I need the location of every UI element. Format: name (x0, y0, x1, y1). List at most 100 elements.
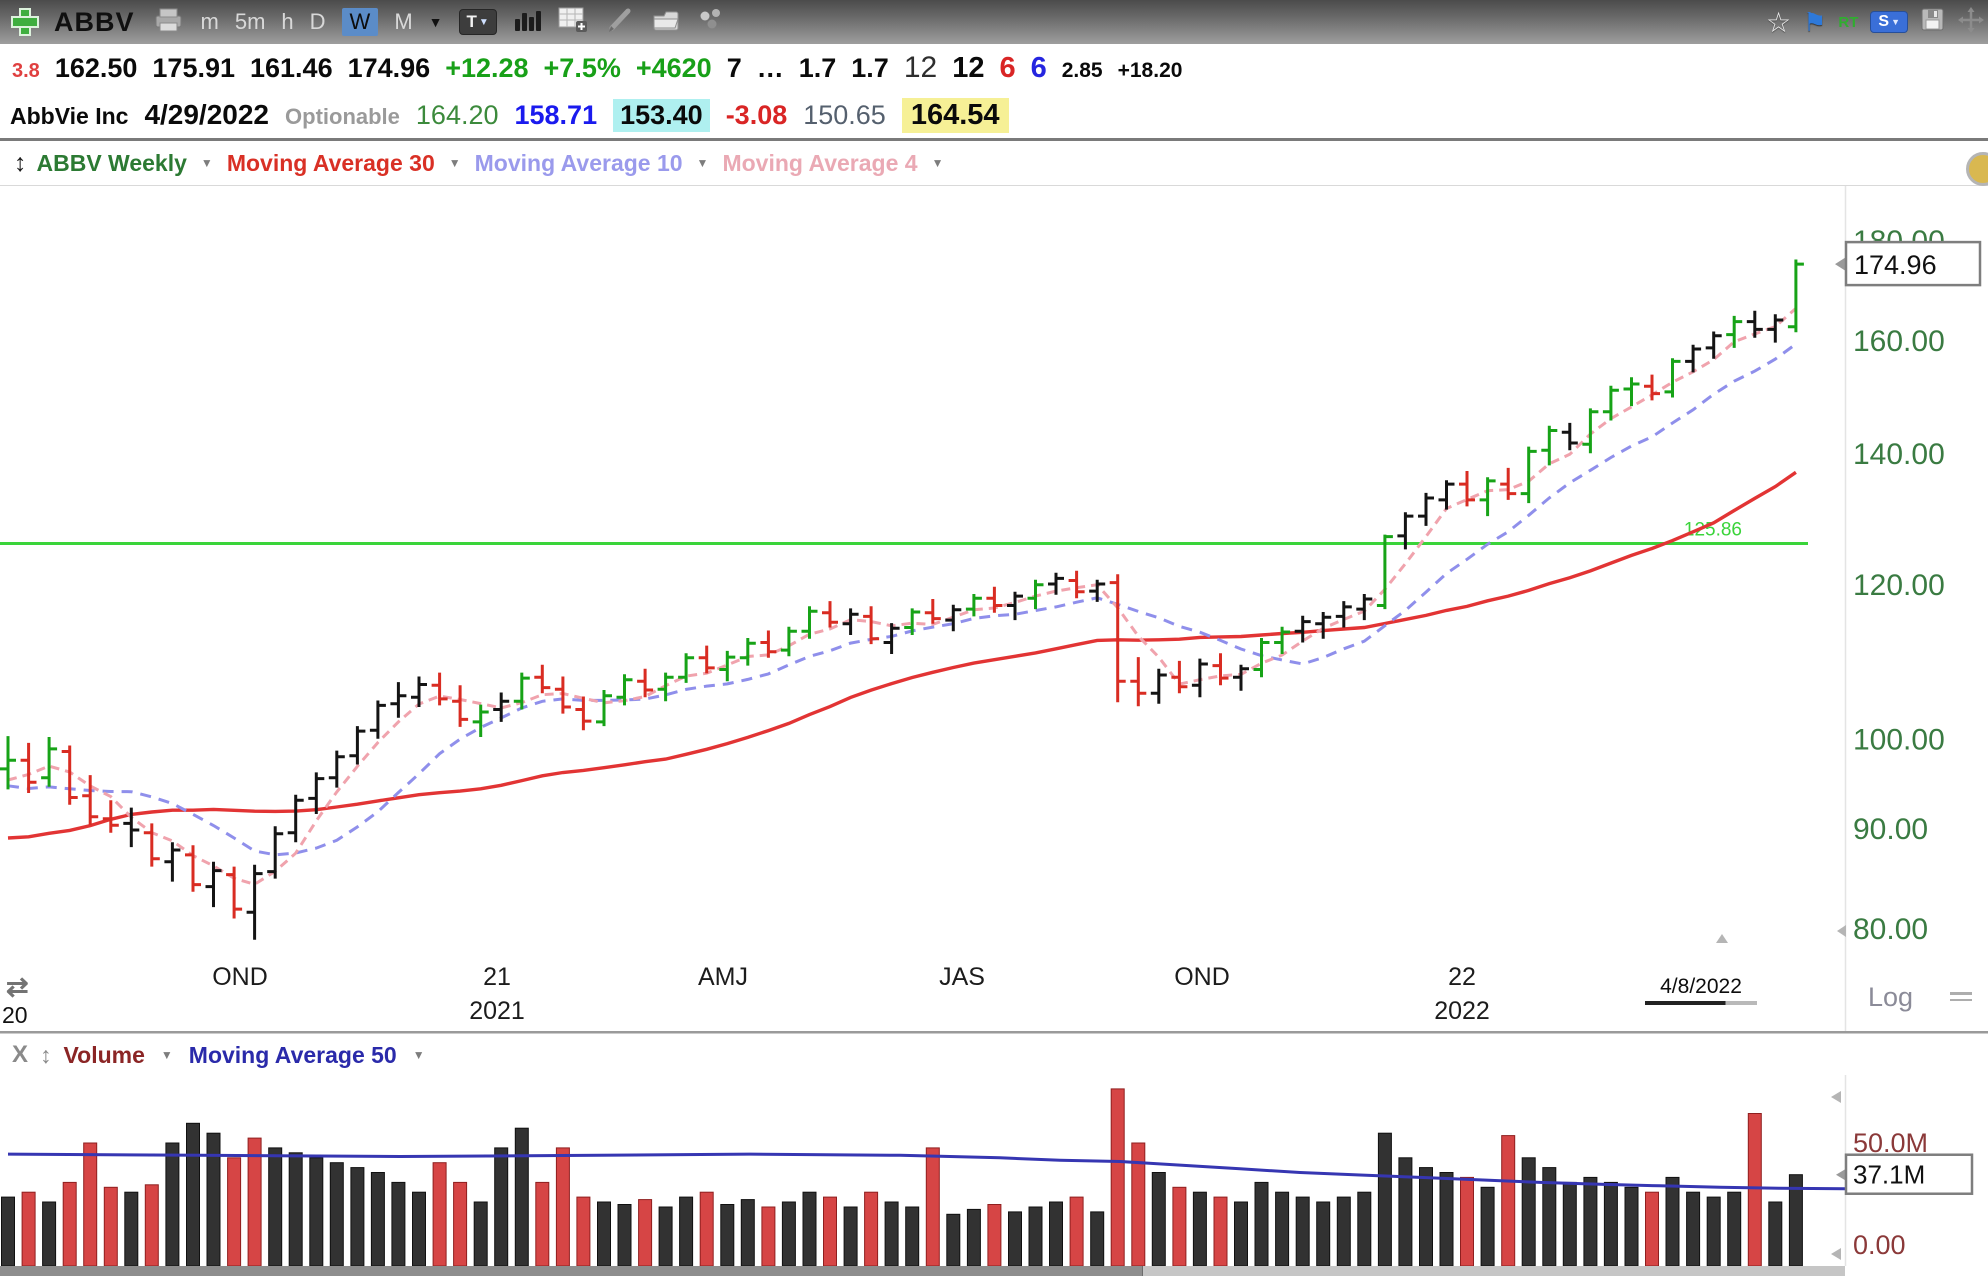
svg-text:140.00: 140.00 (1853, 438, 1945, 471)
strategy-button[interactable]: S ▼ (1870, 11, 1908, 33)
quote-n4: 12 (903, 51, 938, 84)
toolbar: ABBV m 5m h D W M ▼ T ▼ (0, 0, 1988, 45)
date-marker[interactable]: 4/8/2022 (1645, 975, 1757, 1005)
volume-chart[interactable]: 50.0M 0.00 37.1M (0, 1075, 1988, 1266)
folder-icon[interactable] (651, 7, 683, 38)
draw-pencil-icon[interactable] (605, 6, 635, 38)
timeframe-day[interactable]: D (309, 9, 326, 34)
series-label[interactable]: ABBV Weekly (36, 149, 187, 176)
volume-scale-drag-icon[interactable]: ↕ (40, 1041, 52, 1068)
quote-n8: 2.85 (1061, 59, 1103, 82)
flag-icon[interactable]: ⚑ (1803, 6, 1827, 37)
ma30-label[interactable]: Moving Average 30 (226, 149, 435, 176)
quote-n3: 1.7 (851, 53, 889, 83)
ma4-label[interactable]: Moving Average 4 (722, 149, 918, 176)
add-symbol-icon[interactable] (12, 9, 38, 35)
quote-last: 174.96 (347, 53, 431, 83)
text-tool-button[interactable]: T ▼ (458, 9, 497, 35)
svg-text:22: 22 (1448, 963, 1476, 991)
volume-pane-header: X ↕ Volume ▼ Moving Average 50 ▼ (0, 1035, 1988, 1075)
price-pane-header: ↕ ABBV Weekly ▼ Moving Average 30 ▼ Movi… (0, 141, 1988, 186)
quote-prefix: 3.8 (12, 60, 40, 82)
quote-change: +12.28 (445, 53, 529, 83)
svg-text:90.00: 90.00 (1853, 813, 1928, 846)
axis-resize-handle[interactable] (1950, 992, 1972, 1005)
close-pane-button[interactable]: X (12, 1041, 29, 1068)
ma10-label[interactable]: Moving Average 10 (474, 149, 683, 176)
info-value-highlight-cyan: 153.40 (613, 99, 710, 132)
quote-volume-change: +4620 (635, 53, 712, 83)
chart-type-icon[interactable] (513, 7, 541, 38)
date-marker-underline (1645, 1001, 1757, 1005)
add-study-grid-icon[interactable] (557, 6, 589, 39)
volume-ma-label[interactable]: Moving Average 50 (188, 1041, 397, 1068)
quote-n2: 1.7 (798, 53, 837, 83)
svg-text:21: 21 (483, 963, 511, 991)
svg-text:100.00: 100.00 (1853, 724, 1945, 757)
quote-low: 161.46 (250, 53, 333, 83)
quote-strip: 3.8 162.50 175.91 161.46 174.96 +12.28 +… (0, 44, 1988, 90)
move-pane-icon[interactable] (1958, 6, 1984, 38)
realtime-badge: RT (1838, 13, 1859, 31)
quote-high: 175.91 (152, 53, 235, 83)
info-value-green: 164.20 (415, 100, 499, 130)
svg-text:2022: 2022 (1434, 997, 1490, 1025)
volume-ma-dropdown-icon[interactable]: ▼ (412, 1048, 425, 1062)
save-icon[interactable] (1920, 7, 1946, 38)
timeframe-week-active[interactable]: W (341, 8, 379, 36)
svg-text:OND: OND (212, 963, 268, 991)
time-scrollbar[interactable] (0, 1266, 1845, 1276)
volume-label[interactable]: Volume (63, 1041, 145, 1068)
favorite-star-icon[interactable]: ☆ (1765, 6, 1792, 38)
info-strip: AbbVie Inc 4/29/2022 Optionable 164.20 1… (0, 90, 1988, 138)
timeframe-month[interactable]: M (394, 9, 413, 34)
svg-text:JAS: JAS (939, 963, 985, 991)
info-value-slate: 150.65 (803, 100, 886, 130)
svg-text:174.96: 174.96 (1854, 250, 1937, 280)
volume-dropdown-icon[interactable]: ▼ (160, 1048, 173, 1062)
timeframe-dropdown-icon[interactable]: ▼ (428, 14, 443, 30)
quote-n1: 7 (726, 53, 742, 83)
corner-badge-icon (1966, 152, 1988, 186)
timeframe-5minute[interactable]: 5m (234, 9, 266, 34)
optionable-badge: Optionable (285, 104, 400, 129)
symbol-label[interactable]: ABBV (54, 6, 135, 37)
svg-text:37.1M: 37.1M (1853, 1160, 1925, 1190)
svg-text:0.00: 0.00 (1853, 1230, 1906, 1260)
svg-text:125.86: 125.86 (1684, 520, 1742, 541)
ma10-dropdown-icon[interactable]: ▼ (696, 156, 709, 170)
scale-drag-icon[interactable]: ↕ (14, 148, 27, 177)
timeframe-hour[interactable]: h (281, 9, 294, 34)
ma30-dropdown-icon[interactable]: ▼ (448, 156, 461, 170)
timeframe-minute[interactable]: m (200, 9, 219, 34)
swap-scale-icon[interactable]: ⇄ (6, 972, 29, 1002)
series-dropdown-icon[interactable]: ▼ (200, 156, 213, 170)
printer-icon[interactable] (151, 6, 185, 38)
quote-date: 4/29/2022 (144, 99, 270, 130)
info-value-red: -3.08 (725, 100, 788, 130)
quote-change-pct: +7.5% (543, 53, 621, 83)
ma4-dropdown-icon[interactable]: ▼ (931, 156, 944, 170)
svg-text:120.00: 120.00 (1853, 569, 1945, 602)
svg-text:50.0M: 50.0M (1853, 1128, 1928, 1158)
svg-text:160.00: 160.00 (1853, 325, 1945, 358)
quote-n6: 6 (999, 52, 1016, 84)
price-chart[interactable]: 125.86180.00160.00140.00120.00100.0090.0… (0, 186, 1988, 1035)
info-value-highlight-yellow: 164.54 (901, 98, 1009, 133)
quote-ellipsis: … (756, 53, 784, 83)
scatter-dots-icon (699, 8, 725, 36)
quote-open: 162.50 (54, 53, 138, 83)
divider (0, 138, 1988, 141)
info-value-blue: 158.71 (514, 100, 598, 130)
scrollbar-th umb[interactable] (0, 1266, 1143, 1276)
log-scale-toggle[interactable]: Log (1868, 982, 1914, 1012)
quote-n7: 6 (1030, 52, 1047, 84)
svg-text:AMJ: AMJ (698, 963, 748, 991)
company-name: AbbVie Inc (10, 103, 129, 129)
svg-text:80.00: 80.00 (1853, 913, 1928, 946)
quote-n9: +18.20 (1117, 59, 1183, 82)
partial-year-label: 20 (2, 1002, 28, 1028)
svg-text:OND: OND (1174, 963, 1230, 991)
quote-n5: 12 (952, 52, 985, 84)
